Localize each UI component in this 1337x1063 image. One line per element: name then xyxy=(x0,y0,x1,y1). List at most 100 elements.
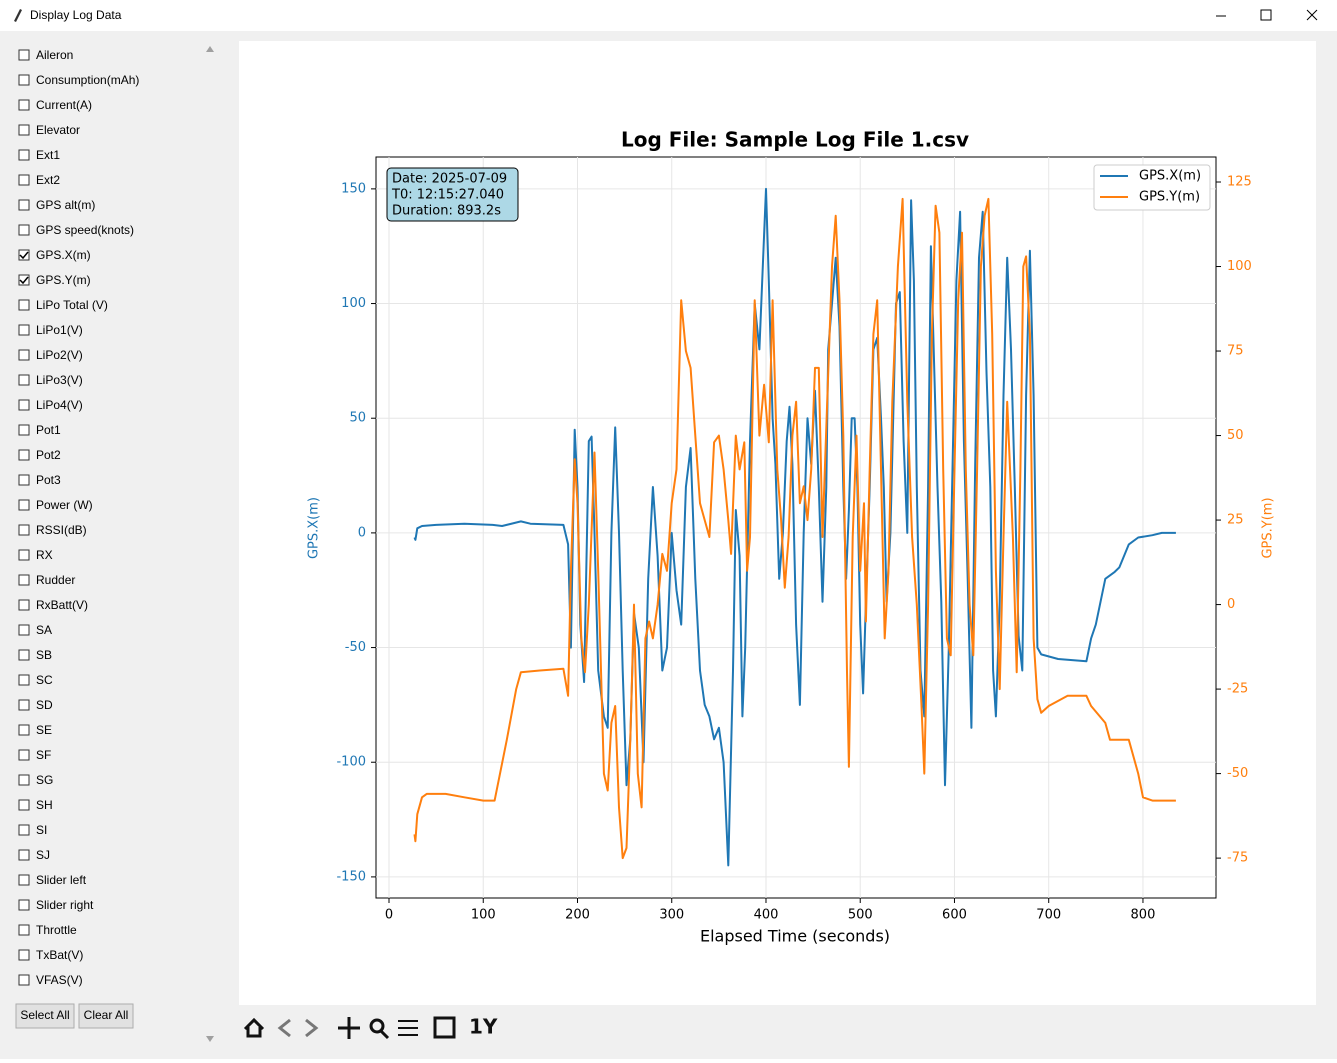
checkbox[interactable] xyxy=(18,624,30,636)
checkbox[interactable] xyxy=(18,499,30,511)
checkbox-label[interactable]: Slider left xyxy=(36,873,87,887)
zoom-icon[interactable] xyxy=(369,1018,385,1034)
button[interactable] xyxy=(15,1003,75,1029)
x-axis-label: Elapsed Time (seconds) xyxy=(700,927,890,946)
checkbox-label[interactable]: SI xyxy=(36,823,47,837)
checkbox[interactable] xyxy=(18,99,30,111)
window-title: Display Log Data xyxy=(30,8,122,22)
checkbox-label[interactable]: Aileron xyxy=(36,48,73,62)
checkbox[interactable] xyxy=(18,49,30,61)
button-label[interactable]: Clear All xyxy=(84,1008,129,1022)
checkbox-label[interactable]: GPS alt(m) xyxy=(36,198,95,212)
checkbox[interactable] xyxy=(18,599,30,611)
checkbox[interactable] xyxy=(18,699,30,711)
checkbox-label[interactable]: SC xyxy=(36,673,53,687)
checkbox-label[interactable]: TxBat(V) xyxy=(36,948,83,962)
checkbox[interactable] xyxy=(18,524,30,536)
checkbox[interactable] xyxy=(18,724,30,736)
checkbox-label[interactable]: VFAS(V) xyxy=(36,973,83,987)
checkbox-label[interactable]: RSSI(dB) xyxy=(36,523,87,537)
checkbox-label[interactable]: GPS.Y(m) xyxy=(36,273,91,287)
home-icon[interactable] xyxy=(243,1017,265,1038)
checkbox-label[interactable]: GPS.X(m) xyxy=(36,248,91,262)
checkbox[interactable] xyxy=(18,974,30,986)
checkbox[interactable] xyxy=(18,324,30,336)
checkbox[interactable] xyxy=(18,199,30,211)
checkbox-label[interactable]: Power (W) xyxy=(36,498,93,512)
checkbox[interactable] xyxy=(18,74,30,86)
configure-icon[interactable] xyxy=(398,1020,418,1036)
checkbox-label[interactable]: LiPo4(V) xyxy=(36,398,83,412)
checkbox[interactable] xyxy=(18,124,30,136)
checkbox-label[interactable]: Rudder xyxy=(36,573,75,587)
forward-icon[interactable] xyxy=(305,1018,319,1038)
checkbox-label[interactable]: RxBatt(V) xyxy=(36,598,88,612)
checkbox[interactable] xyxy=(18,399,30,411)
checkbox[interactable] xyxy=(18,674,30,686)
checkbox-label[interactable]: Ext2 xyxy=(36,173,60,187)
checkbox-label[interactable]: SB xyxy=(36,648,52,662)
checkbox[interactable] xyxy=(18,899,30,911)
checkbox[interactable] xyxy=(18,849,30,861)
checkbox-label[interactable]: LiPo Total (V) xyxy=(36,298,108,312)
checkbox[interactable] xyxy=(18,374,30,386)
checkbox-label[interactable]: SD xyxy=(36,698,53,712)
checkbox[interactable] xyxy=(18,799,30,811)
checkbox-label[interactable]: Consumption(mAh) xyxy=(36,73,139,87)
scroll-down[interactable] xyxy=(206,1036,214,1042)
checkbox-label[interactable]: SE xyxy=(36,723,52,737)
checkbox[interactable] xyxy=(18,349,30,361)
maximize-button[interactable] xyxy=(1260,9,1272,21)
checkbox[interactable] xyxy=(18,549,30,561)
checkbox-label[interactable]: Elevator xyxy=(36,123,80,137)
checkbox-label[interactable]: SJ xyxy=(36,848,50,862)
button[interactable] xyxy=(78,1003,134,1029)
axis-toggle[interactable]: 1Y xyxy=(469,1015,498,1039)
checkbox[interactable] xyxy=(18,949,30,961)
scrollbar[interactable] xyxy=(204,42,218,1048)
checkbox-label[interactable]: Throttle xyxy=(36,923,77,937)
checkbox[interactable] xyxy=(18,749,30,761)
checkbox-label[interactable]: SA xyxy=(36,623,52,637)
checkbox-label[interactable]: LiPo3(V) xyxy=(36,373,83,387)
checkbox[interactable] xyxy=(18,774,30,786)
checkbox[interactable] xyxy=(18,249,30,261)
checkbox-label[interactable]: Pot1 xyxy=(36,423,61,437)
back-icon[interactable] xyxy=(277,1018,291,1038)
checkbox[interactable] xyxy=(18,224,30,236)
checkbox[interactable] xyxy=(18,649,30,661)
checkbox-label[interactable]: Slider right xyxy=(36,898,94,912)
pan-icon[interactable] xyxy=(338,1017,360,1039)
checkbox-label[interactable]: Pot3 xyxy=(36,473,61,487)
checkbox-label[interactable]: Pot2 xyxy=(36,448,61,462)
checkbox-label[interactable]: GPS speed(knots) xyxy=(36,223,134,237)
x-tick-label: 700 xyxy=(1036,908,1061,923)
checkbox[interactable] xyxy=(18,149,30,161)
checkbox[interactable] xyxy=(18,474,30,486)
checkbox-label[interactable]: SF xyxy=(36,748,51,762)
checkbox[interactable] xyxy=(18,449,30,461)
checkbox-label[interactable]: LiPo1(V) xyxy=(36,323,83,337)
checkbox[interactable] xyxy=(18,824,30,836)
checkbox-label[interactable]: RX xyxy=(36,548,53,562)
checkbox[interactable] xyxy=(18,299,30,311)
x-tick-label: 600 xyxy=(942,908,967,923)
checkbox[interactable] xyxy=(18,924,30,936)
y2-axis-label: GPS.Y(m) xyxy=(1261,497,1276,558)
checkbox[interactable] xyxy=(18,274,30,286)
checkbox-label[interactable]: Current(A) xyxy=(36,98,92,112)
checkbox[interactable] xyxy=(18,424,30,436)
checkbox-label[interactable]: SH xyxy=(36,798,53,812)
x-tick-label: 500 xyxy=(848,908,873,923)
y2-tick-label: -25 xyxy=(1227,682,1248,697)
checkbox[interactable] xyxy=(18,174,30,186)
checkbox[interactable] xyxy=(18,574,30,586)
close-button[interactable] xyxy=(1306,9,1318,21)
checkbox-label[interactable]: SG xyxy=(36,773,53,787)
checkbox-label[interactable]: LiPo2(V) xyxy=(36,348,83,362)
save-icon[interactable] xyxy=(433,1016,456,1039)
scroll-up[interactable] xyxy=(206,46,214,52)
checkbox[interactable] xyxy=(18,874,30,886)
checkbox-label[interactable]: Ext1 xyxy=(36,148,60,162)
button-label[interactable]: Select All xyxy=(20,1008,69,1022)
